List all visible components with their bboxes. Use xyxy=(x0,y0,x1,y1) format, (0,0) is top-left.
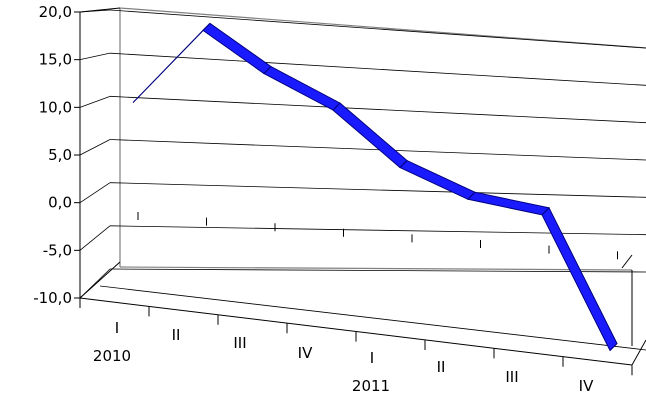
gridline-side xyxy=(79,9,111,13)
ribbon-segment xyxy=(263,65,341,111)
series-ribbon xyxy=(132,22,618,352)
x-category-label: II xyxy=(172,326,181,344)
data-point-edge xyxy=(332,102,341,111)
data-point-edge xyxy=(132,95,141,103)
gridline-side xyxy=(79,95,111,108)
ribbon-segment xyxy=(332,102,408,169)
x-category-label: I xyxy=(115,319,119,337)
data-point-edge xyxy=(609,343,618,351)
chart-walls xyxy=(79,7,646,366)
floor-front-edge xyxy=(79,297,633,366)
x-category-label: IV xyxy=(298,344,313,362)
gridlines xyxy=(79,9,646,299)
x-year-label: 2010 xyxy=(93,347,131,365)
gridline-side xyxy=(79,268,111,299)
data-point-edge xyxy=(263,66,272,74)
ribbon-segment xyxy=(541,206,618,352)
y-tick-label: -5,0 xyxy=(43,241,72,259)
x-year-label: 2011 xyxy=(352,377,390,395)
ribbon-segment xyxy=(399,159,476,200)
gridline-side xyxy=(79,225,111,251)
y-axis: 20,0 15,0 10,0 5,0 0,0 -5,0 -10,0 xyxy=(33,3,81,307)
gridline-back xyxy=(109,95,646,124)
gridline-back xyxy=(109,225,646,236)
x-category-label: II xyxy=(437,358,446,376)
data-point-edge xyxy=(467,191,476,200)
x-category-label: I xyxy=(370,349,374,367)
x-category-label: III xyxy=(233,334,246,352)
gridline-side xyxy=(79,139,111,156)
right-wall-top-edge xyxy=(621,254,633,269)
ribbon-segment xyxy=(202,22,272,75)
data-point-edge xyxy=(202,23,211,31)
y-tick-label: 15,0 xyxy=(39,51,72,69)
gridline-back xyxy=(109,182,646,198)
y-tick-label: -10,0 xyxy=(33,289,72,307)
x-category-label: III xyxy=(505,368,518,386)
floor-right-edge xyxy=(631,339,646,366)
ribbon-segment xyxy=(466,191,551,216)
y-tick-label: 0,0 xyxy=(48,194,72,212)
back-wall-floor-edge xyxy=(119,266,633,271)
gridline-side xyxy=(79,52,111,61)
ribbon-segment xyxy=(132,23,211,103)
back-wall-edge xyxy=(119,7,646,267)
gridline-side xyxy=(79,182,111,203)
y-tick-label: 5,0 xyxy=(48,146,72,164)
gridline-back xyxy=(109,52,646,86)
y-tick-label: 10,0 xyxy=(39,98,72,116)
gridline-back xyxy=(109,268,646,273)
y-tick-label: 20,0 xyxy=(39,3,72,21)
data-point-edge xyxy=(541,207,550,216)
x-category-label: IV xyxy=(579,377,594,395)
floor-inner-edge xyxy=(99,285,646,351)
gridline-back xyxy=(109,139,646,161)
gridline-back xyxy=(109,9,646,49)
data-point-edge xyxy=(399,160,408,168)
